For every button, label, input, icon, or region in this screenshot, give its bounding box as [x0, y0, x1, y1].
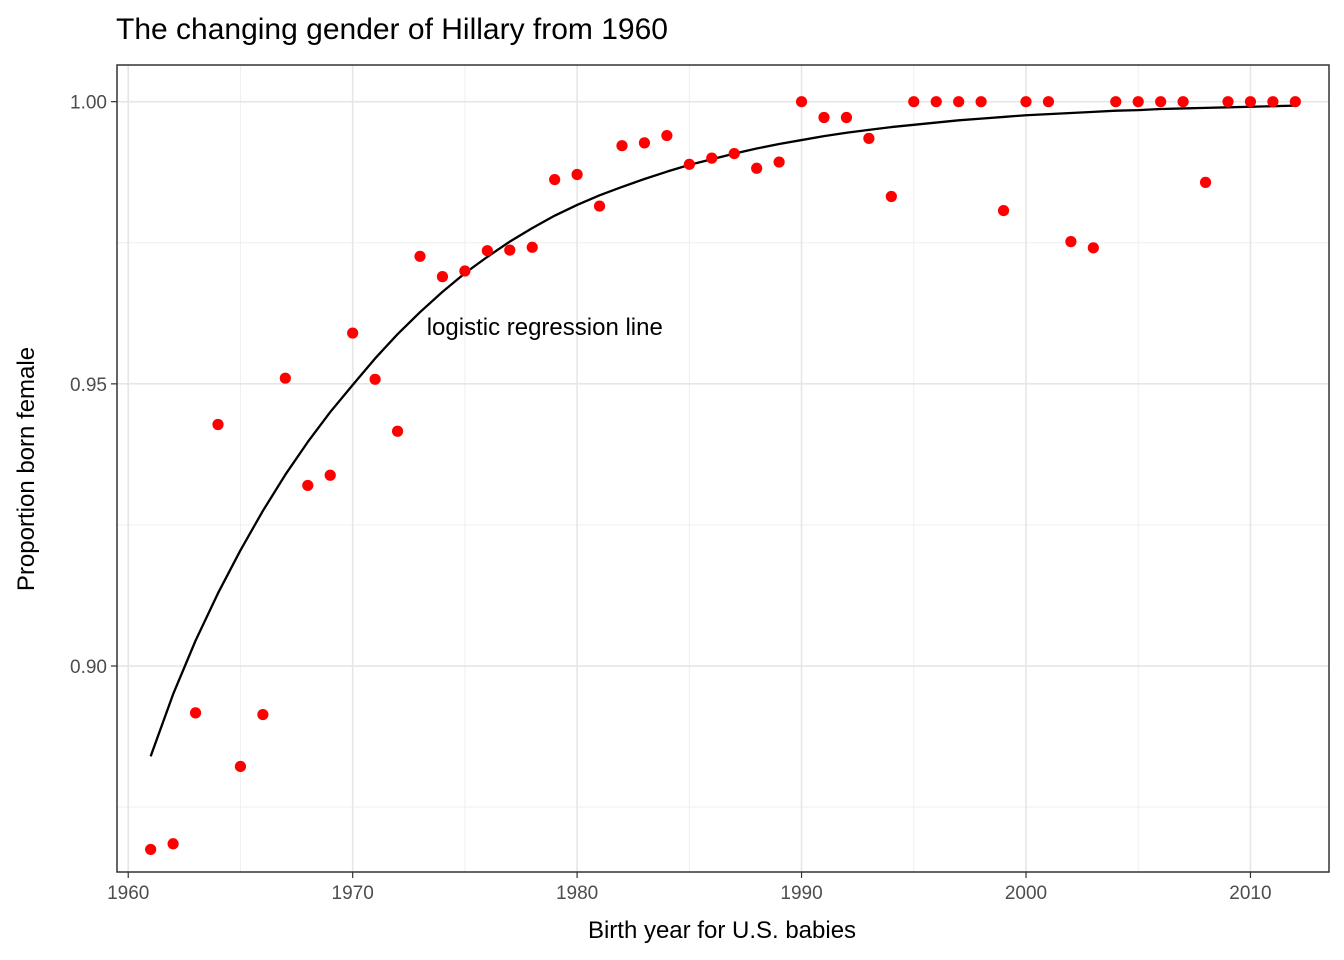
x-tick-label: 1980 — [556, 883, 598, 904]
major-grid — [117, 65, 1329, 872]
data-point — [863, 132, 875, 144]
data-point — [795, 96, 808, 108]
data-point — [1289, 96, 1301, 108]
data-point — [145, 843, 157, 856]
data-point — [414, 250, 426, 262]
data-point — [526, 241, 538, 253]
minor-grid — [117, 65, 1329, 872]
regression-line — [149, 104, 1296, 757]
regression-line-annotation: logistic regression line — [427, 314, 663, 341]
data-point — [1244, 96, 1257, 108]
data-point — [1222, 96, 1234, 108]
data-point — [459, 265, 471, 277]
data-point — [189, 707, 202, 719]
data-point — [908, 96, 920, 108]
y-tick-label: 0.90 — [70, 657, 107, 678]
data-point — [1020, 96, 1032, 108]
data-point — [234, 760, 247, 773]
data-point — [1177, 96, 1189, 108]
data-point — [975, 96, 987, 108]
x-tick-label: 1990 — [780, 883, 822, 904]
data-point — [369, 373, 381, 385]
data-point — [347, 327, 359, 339]
data-point — [302, 479, 314, 492]
data-point — [1065, 236, 1077, 248]
data-point — [279, 372, 291, 384]
x-axis-title: Birth year for U.S. babies — [588, 917, 856, 944]
x-tick-label: 2000 — [1005, 883, 1047, 904]
data-point — [1199, 176, 1212, 188]
data-point — [818, 111, 830, 124]
data-point — [728, 148, 740, 160]
y-tick-label: 0.95 — [70, 375, 107, 396]
data-point — [1087, 242, 1099, 254]
data-point — [571, 168, 583, 181]
chart-title: The changing gender of Hillary from 1960 — [116, 13, 668, 46]
x-tick-label: 1970 — [332, 883, 374, 904]
data-point — [840, 111, 853, 124]
data-point — [1155, 96, 1167, 108]
x-tick-label: 2010 — [1229, 883, 1271, 904]
data-point — [997, 204, 1010, 217]
data-point — [324, 469, 336, 481]
data-point — [391, 425, 404, 437]
data-point — [1267, 96, 1279, 108]
data-point — [167, 838, 179, 850]
data-point — [436, 271, 449, 283]
data-point — [930, 96, 942, 108]
data-point — [212, 418, 224, 431]
data-point — [1132, 96, 1144, 108]
data-point — [953, 96, 965, 108]
data-point — [504, 244, 516, 256]
data-point — [1110, 96, 1122, 108]
y-tick-label: 1.00 — [70, 93, 107, 114]
y-axis-title: Proportion born female — [13, 347, 40, 591]
data-point — [257, 708, 269, 721]
data-point — [885, 190, 897, 203]
data-point — [616, 140, 628, 152]
plot-panel-border — [116, 64, 1330, 873]
data-point — [773, 156, 785, 168]
x-axis-ticks: 1960 1970 1980 1990 2000 2010 — [107, 872, 1272, 904]
data-point — [481, 245, 493, 257]
data-point — [549, 173, 561, 186]
regression-line-layer — [149, 104, 1296, 757]
data-point — [638, 137, 651, 149]
data-point — [1042, 96, 1055, 108]
y-axis-ticks: 0.90 0.95 1.00 — [70, 93, 117, 678]
data-point — [683, 158, 695, 170]
data-point — [593, 200, 606, 212]
data-point — [706, 152, 718, 164]
data-points — [145, 96, 1301, 856]
data-point — [751, 162, 763, 174]
x-tick-label: 1960 — [107, 883, 149, 904]
data-point — [661, 129, 673, 142]
